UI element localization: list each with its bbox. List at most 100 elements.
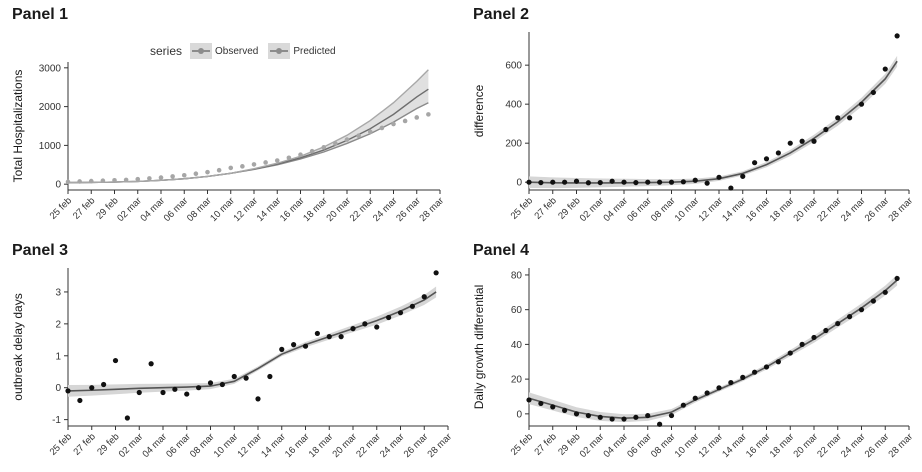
point-observed bbox=[286, 155, 292, 161]
data-point bbox=[894, 33, 900, 39]
data-point bbox=[728, 379, 734, 386]
data-point bbox=[799, 138, 805, 144]
legend-title: series bbox=[150, 44, 183, 58]
x-tick-label: 20 mar bbox=[330, 431, 359, 460]
data-point bbox=[433, 270, 439, 276]
data-point bbox=[621, 179, 627, 185]
x-tick-label: 14 mar bbox=[259, 431, 288, 460]
point-observed bbox=[240, 164, 245, 169]
point-observed bbox=[309, 148, 315, 154]
point-observed bbox=[333, 141, 338, 146]
data-point bbox=[597, 414, 603, 420]
data-point bbox=[787, 350, 793, 356]
data-point bbox=[740, 374, 746, 380]
data-point bbox=[350, 326, 356, 332]
point-observed bbox=[228, 165, 234, 171]
x-tick-label: 14 mar bbox=[720, 195, 749, 224]
data-point bbox=[716, 385, 722, 391]
y-tick-label: 0 bbox=[55, 180, 61, 191]
data-point bbox=[255, 396, 261, 402]
point-observed bbox=[356, 133, 361, 138]
x-tick-label: 24 mar bbox=[839, 195, 868, 224]
data-point bbox=[740, 173, 746, 179]
point-observed bbox=[298, 152, 303, 158]
data-point bbox=[207, 380, 214, 386]
data-point bbox=[633, 179, 639, 186]
data-point bbox=[326, 334, 332, 340]
x-tick-label: 16 mar bbox=[278, 195, 307, 224]
data-point bbox=[858, 101, 865, 107]
smooth-line bbox=[528, 279, 898, 419]
x-tick-label: 04 mar bbox=[140, 431, 169, 460]
data-point bbox=[716, 174, 722, 180]
smooth-confidence-band bbox=[68, 286, 437, 397]
point-observed bbox=[135, 176, 141, 182]
x-tick-label: 22 mar bbox=[815, 195, 844, 224]
data-point bbox=[609, 178, 615, 184]
x-tick-label: 02 mar bbox=[578, 195, 607, 224]
x-tick-label: 18 mar bbox=[307, 431, 336, 460]
y-tick-label: 600 bbox=[505, 61, 522, 72]
point-observed bbox=[216, 167, 222, 173]
data-point bbox=[882, 66, 888, 72]
x-tick-label: 28 mar bbox=[886, 431, 915, 460]
x-tick-label: 02 mar bbox=[578, 431, 607, 460]
data-point bbox=[752, 160, 758, 166]
data-point bbox=[279, 346, 285, 352]
point-observed bbox=[344, 137, 350, 142]
y-axis-label: Daily growth differential bbox=[472, 285, 486, 410]
smooth-confidence-band bbox=[529, 55, 898, 189]
data-point bbox=[811, 334, 817, 341]
data-point bbox=[704, 390, 710, 396]
point-observed bbox=[88, 178, 94, 184]
data-point bbox=[633, 414, 639, 420]
point-observed bbox=[367, 129, 373, 135]
data-point bbox=[775, 359, 781, 365]
data-point bbox=[562, 407, 568, 413]
data-point bbox=[894, 275, 900, 282]
y-tick-label: 80 bbox=[511, 270, 523, 281]
data-point bbox=[386, 314, 392, 321]
data-point bbox=[847, 314, 853, 320]
data-point bbox=[526, 179, 532, 185]
x-tick-label: 04 mar bbox=[601, 195, 630, 224]
y-tick-label: 2000 bbox=[39, 102, 62, 113]
data-point bbox=[136, 389, 142, 396]
data-point bbox=[196, 385, 202, 391]
y-tick-label: 0 bbox=[516, 409, 522, 420]
data-point bbox=[668, 179, 675, 185]
x-tick-label: 26 mar bbox=[863, 195, 892, 224]
y-tick-label: 200 bbox=[505, 139, 522, 150]
point-observed bbox=[251, 162, 257, 167]
x-tick-label: 08 mar bbox=[649, 431, 678, 460]
data-point bbox=[421, 294, 427, 300]
x-tick-label: 24 mar bbox=[839, 431, 868, 460]
data-point bbox=[562, 179, 568, 185]
x-tick-label: 26 mar bbox=[402, 431, 431, 460]
y-axis-label: difference bbox=[472, 84, 486, 137]
x-tick-label: 12 mar bbox=[696, 195, 725, 224]
data-point bbox=[621, 416, 627, 422]
data-point bbox=[550, 404, 556, 410]
data-point bbox=[799, 341, 805, 347]
point-observed bbox=[391, 121, 396, 127]
data-point bbox=[65, 388, 71, 394]
x-tick-label: 28 mar bbox=[886, 195, 915, 224]
data-point bbox=[870, 298, 876, 304]
panel-1: 0 1000 2000 3000 25 feb 27 feb 29 feb 02 mar 04 … bbox=[0, 0, 461, 236]
x-tick-label: 25 feb bbox=[48, 195, 74, 221]
data-point bbox=[291, 342, 297, 348]
point-observed bbox=[100, 178, 106, 183]
data-point bbox=[89, 385, 95, 391]
chart-title: Panel 1 bbox=[12, 6, 69, 23]
data-point bbox=[409, 303, 415, 309]
point-observed bbox=[65, 179, 71, 185]
point-observed bbox=[426, 112, 431, 117]
data-point bbox=[538, 400, 544, 407]
data-point bbox=[835, 320, 841, 327]
point-observed bbox=[112, 178, 117, 183]
data-point bbox=[728, 185, 734, 191]
x-tick-label: 27 feb bbox=[71, 431, 97, 457]
